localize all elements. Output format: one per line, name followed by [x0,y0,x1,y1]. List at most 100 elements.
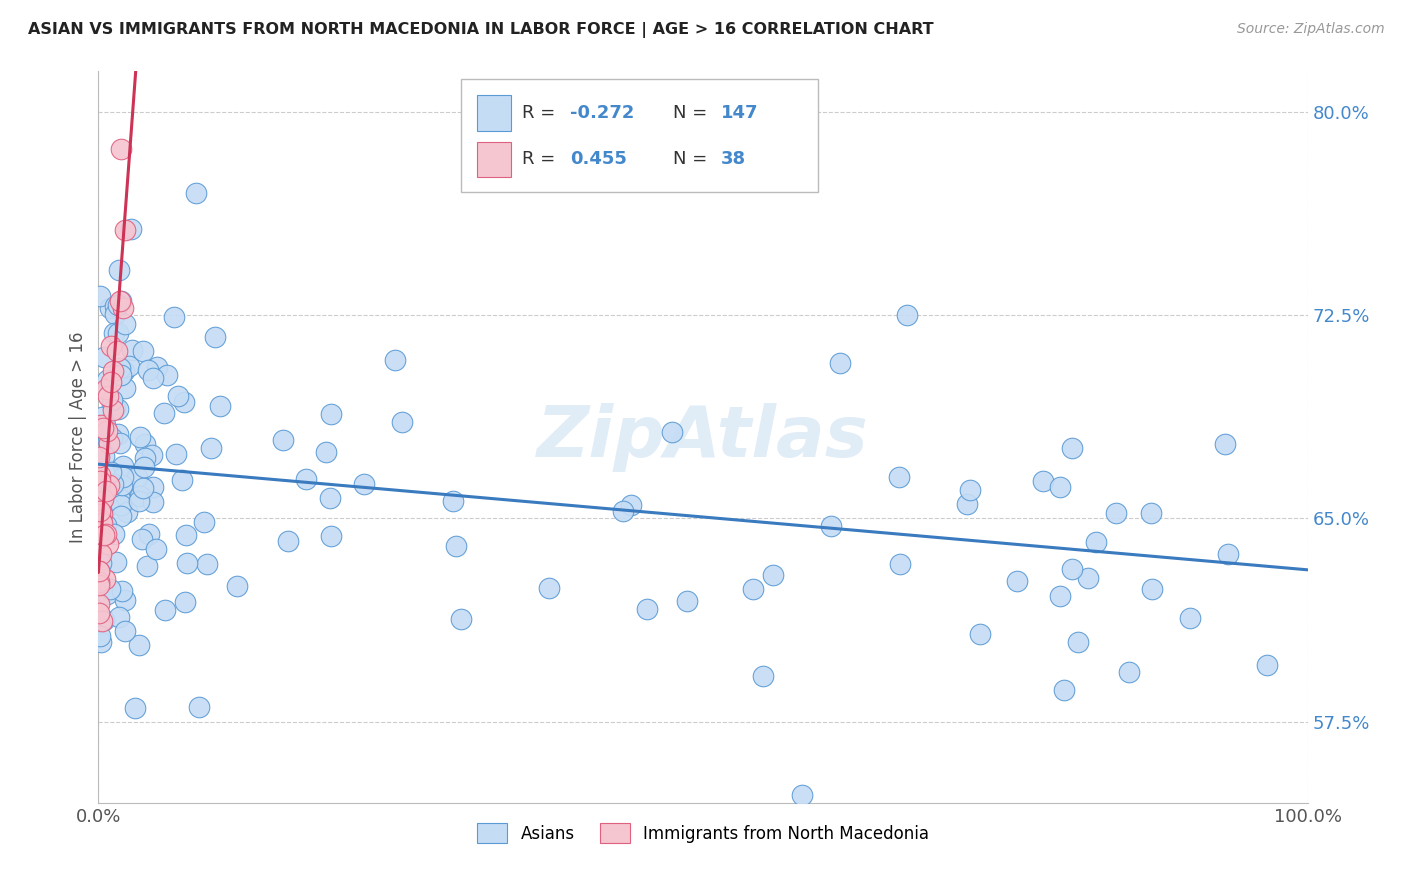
Point [956,497,979,511]
Point [104,401,127,416]
Point [661,425,683,439]
Point [108,436,131,450]
Point [384,352,406,367]
Point [321,529,343,543]
Point [90,547,112,561]
Point [127,470,149,484]
Point [1213,436,1236,450]
Point [111,458,134,473]
Point [101,476,124,491]
Point [110,361,132,376]
Point [620,499,643,513]
Point [277,533,299,548]
Point [315,445,337,459]
Point [110,293,132,308]
Point [89,468,111,483]
Point [87,564,110,578]
Point [110,478,132,492]
Point [129,490,152,504]
Point [110,498,132,512]
Point [353,477,375,491]
Point [87,577,110,591]
Point [93,350,115,364]
Point [97,499,120,513]
Point [128,639,150,653]
Point [132,481,155,495]
Point [110,509,132,524]
Point [101,431,124,445]
Point [120,222,142,236]
Point [136,559,159,574]
Point [108,262,131,277]
Point [96,424,118,438]
Point [1118,665,1140,679]
Point [111,301,134,316]
Point [110,492,132,507]
Point [444,539,467,553]
Point [165,447,187,461]
Point [142,495,165,509]
Point [97,537,120,551]
Point [107,297,129,311]
Point [90,507,112,521]
Point [195,557,218,571]
Point [1007,574,1029,588]
Text: Source: ZipAtlas.com: Source: ZipAtlas.com [1237,22,1385,37]
Point [111,470,134,484]
Point [100,465,122,479]
Bar [477,95,510,130]
Point [141,448,163,462]
Point [1062,561,1084,575]
Text: 0.455: 0.455 [569,150,627,168]
Point [176,556,198,570]
Point [105,343,128,358]
Point [1077,571,1099,585]
Point [94,527,117,541]
Point [1053,682,1076,697]
Point [1178,610,1201,624]
Point [91,421,114,435]
Point [90,556,112,570]
Point [89,504,111,518]
Bar [477,142,510,177]
Text: N =: N = [672,104,713,122]
Point [762,567,785,582]
Point [89,629,111,643]
Point [89,289,111,303]
Point [1032,474,1054,488]
Point [97,434,120,448]
Point [134,450,156,465]
Point [114,223,136,237]
Point [104,300,127,314]
Point [1142,582,1164,596]
Point [896,308,918,322]
Point [89,526,111,541]
FancyBboxPatch shape [461,78,818,192]
Point [118,359,141,373]
Point [100,375,122,389]
Point [170,473,193,487]
Point [134,436,156,450]
Point [97,389,120,403]
Point [174,528,197,542]
Point [208,399,231,413]
Point [138,526,160,541]
Point [155,603,177,617]
Point [104,307,127,321]
Point [128,430,150,444]
Point [112,364,135,378]
Point [136,363,159,377]
Point [538,581,561,595]
Point [90,614,112,628]
Point [156,368,179,382]
Point [134,459,156,474]
Point [87,574,110,589]
Point [173,395,195,409]
Point [94,418,117,433]
Point [110,142,132,156]
Point [294,471,316,485]
Point [790,788,813,802]
Point [104,555,127,569]
Legend: Asians, Immigrants from North Macedonia: Asians, Immigrants from North Macedonia [471,817,935,849]
Point [612,504,634,518]
